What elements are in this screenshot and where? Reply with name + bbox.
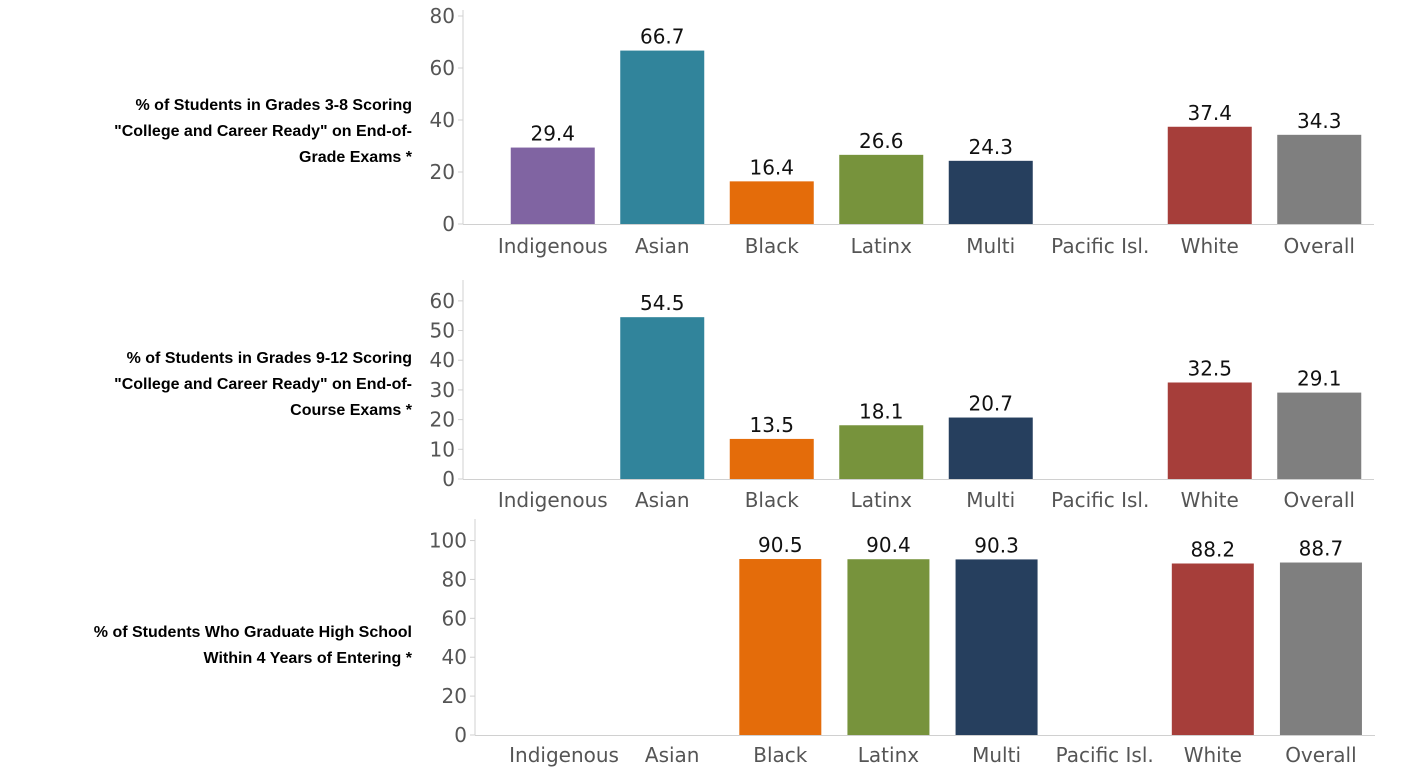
bar-white <box>1167 382 1252 479</box>
category-label: Overall <box>1285 743 1356 767</box>
bar-white <box>1171 563 1254 735</box>
y-tick-label: 0 <box>442 212 455 236</box>
y-tick-label: 40 <box>430 108 455 132</box>
data-label: 88.7 <box>1299 537 1344 561</box>
y-tick-label: 40 <box>442 645 467 669</box>
data-label: 88.2 <box>1191 538 1236 562</box>
category-label: White <box>1181 234 1239 258</box>
row-label-graduation: % of Students Who Graduate High School W… <box>93 624 412 667</box>
category-label: Pacific Isl. <box>1051 234 1149 258</box>
y-tick-label: 80 <box>442 567 467 591</box>
bar-multi <box>948 417 1033 479</box>
data-label: 18.1 <box>859 399 904 423</box>
y-tick-label: 30 <box>430 378 455 402</box>
data-label: 32.5 <box>1187 357 1232 381</box>
data-label: 20.7 <box>968 392 1013 416</box>
category-label: Latinx <box>851 488 912 512</box>
bar-multi <box>948 160 1033 224</box>
data-label: 90.3 <box>974 533 1019 557</box>
bar-latinx <box>847 559 930 735</box>
category-label: Multi <box>972 743 1021 767</box>
category-label: Indigenous <box>509 743 619 767</box>
data-label: 34.3 <box>1297 109 1342 133</box>
data-label: 24.3 <box>968 135 1013 159</box>
bar-asian <box>620 50 705 224</box>
data-label: 26.6 <box>859 129 904 153</box>
category-label: Black <box>745 234 800 258</box>
bar-black <box>739 559 822 735</box>
category-label: Latinx <box>858 743 919 767</box>
category-label: Asian <box>635 234 690 258</box>
category-label: Black <box>745 488 800 512</box>
bar-indigenous <box>510 147 595 224</box>
category-label: Latinx <box>851 234 912 258</box>
bar-black <box>729 438 814 479</box>
category-label: White <box>1184 743 1242 767</box>
category-label: Indigenous <box>498 234 608 258</box>
y-tick-label: 60 <box>442 606 467 630</box>
row-label-eog: % of Students in Grades 3-8 Scoring "Col… <box>114 97 412 166</box>
y-tick-label: 60 <box>430 56 455 80</box>
data-label: 16.4 <box>749 155 794 179</box>
bar-white <box>1167 126 1252 224</box>
data-label: 90.4 <box>866 533 911 557</box>
category-label: Asian <box>645 743 700 767</box>
bar-multi <box>955 559 1038 735</box>
y-tick-label: 60 <box>430 289 455 313</box>
y-tick-label: 20 <box>442 684 467 708</box>
bar-latinx <box>839 154 924 224</box>
y-tick-label: 0 <box>442 467 455 491</box>
bar-overall <box>1277 392 1362 479</box>
category-label: Pacific Isl. <box>1056 743 1154 767</box>
category-label: Multi <box>966 234 1015 258</box>
category-label: Overall <box>1284 234 1355 258</box>
bar-overall <box>1277 134 1362 224</box>
data-label: 90.5 <box>758 533 803 557</box>
bar-black <box>729 181 814 224</box>
category-label: Overall <box>1284 488 1355 512</box>
data-label: 29.1 <box>1297 367 1342 391</box>
data-label: 66.7 <box>640 25 685 49</box>
category-label: Multi <box>966 488 1015 512</box>
y-tick-label: 100 <box>429 529 467 553</box>
bar-asian <box>620 317 705 479</box>
y-tick-label: 20 <box>430 408 455 432</box>
bar-overall <box>1279 562 1362 735</box>
y-tick-label: 40 <box>430 348 455 372</box>
category-label: White <box>1181 488 1239 512</box>
y-tick-label: 50 <box>430 319 455 343</box>
data-label: 37.4 <box>1187 101 1232 125</box>
y-tick-label: 80 <box>430 4 455 28</box>
category-label: Asian <box>635 488 690 512</box>
y-tick-label: 10 <box>430 437 455 461</box>
y-tick-label: 0 <box>454 723 467 747</box>
category-label: Pacific Isl. <box>1051 488 1149 512</box>
y-tick-label: 20 <box>430 160 455 184</box>
data-label: 29.4 <box>530 122 575 146</box>
row-label-eoc: % of Students in Grades 9-12 Scoring "Co… <box>114 350 412 419</box>
data-label: 54.5 <box>640 291 685 315</box>
category-label: Indigenous <box>498 488 608 512</box>
data-label: 13.5 <box>749 413 794 437</box>
bar-latinx <box>839 425 924 479</box>
category-label: Black <box>753 743 808 767</box>
